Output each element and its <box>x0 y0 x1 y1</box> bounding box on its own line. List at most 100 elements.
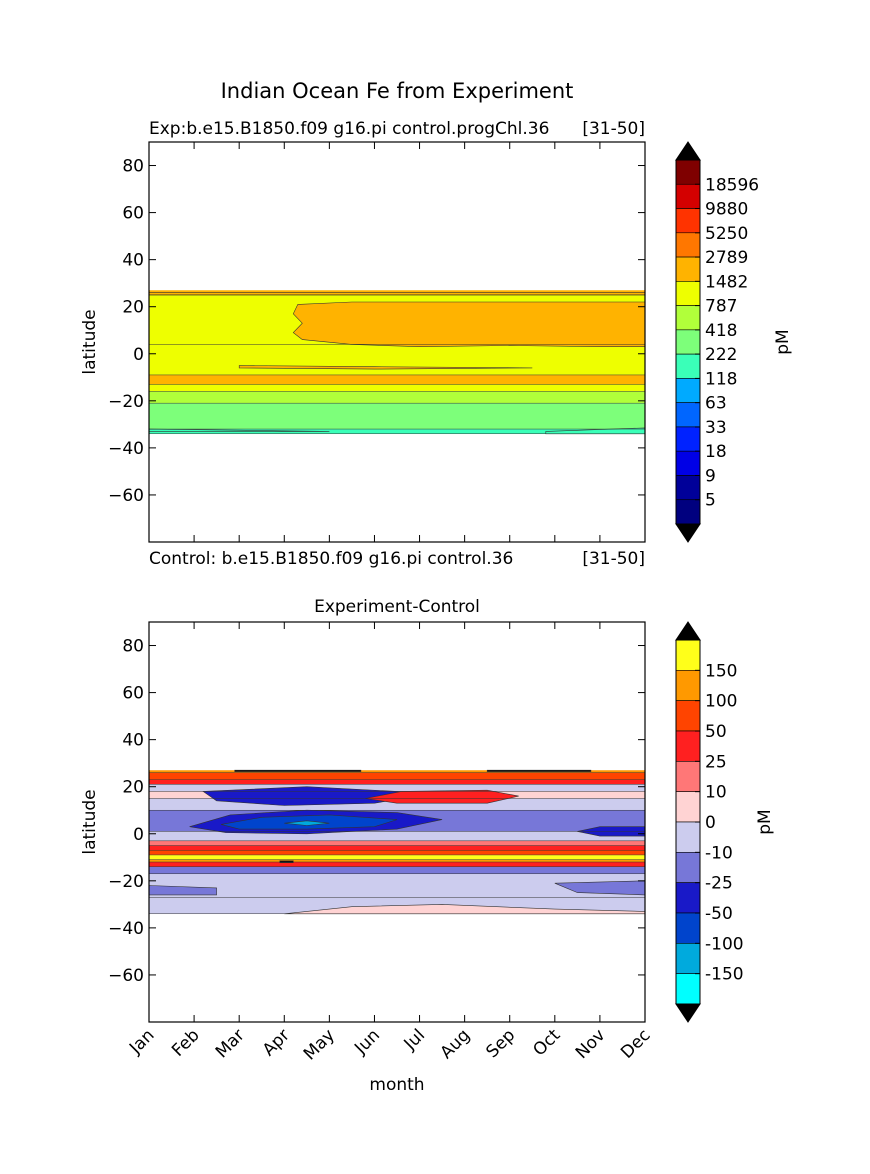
bottom-ylabel: latitude <box>80 789 100 854</box>
top-colorbar-swatch-0 <box>675 159 701 185</box>
top-colorbar-swatch-8 <box>675 353 701 379</box>
top-colorbar-tick-label-1: 9880 <box>705 200 748 220</box>
top-band-3 <box>149 374 645 385</box>
bottom-xtick-label-2: Mar <box>212 1025 249 1062</box>
top-colorbar-tick-label-11: 18 <box>705 442 727 462</box>
bottom-colorbar-swatch-3 <box>675 730 701 762</box>
bottom-xtick-label-0: Jan <box>125 1025 158 1058</box>
bottom-ytick-label-2: 40 <box>122 731 144 751</box>
bottom-band-10 <box>149 850 645 855</box>
top-colorbar-tick-label-3: 2789 <box>705 248 748 268</box>
top-colorbar-swatch-1 <box>675 183 701 209</box>
bottom-xtick-label-11: Dec <box>617 1025 654 1062</box>
top-ytick-label-7: −60 <box>108 486 144 506</box>
top-colorbar-swatch-3 <box>675 232 701 258</box>
top-ytick-label-3: 20 <box>122 298 144 318</box>
bottom-xlabel: month <box>369 1075 424 1095</box>
bottom-colorbar-extend-top <box>675 621 701 641</box>
top-colorbar-tick-label-7: 222 <box>705 345 737 365</box>
top-colorbar-tick-label-2: 5250 <box>705 224 748 244</box>
top-axes-frame <box>148 141 646 543</box>
bottom-contour-region-8 <box>284 904 645 915</box>
top-band-6 <box>149 403 645 430</box>
top-colorbar-swatch-14 <box>675 499 701 525</box>
bottom-colorbar-tick-label-5: 0 <box>705 813 716 833</box>
top-subtitle-left: Exp:b.e15.B1850.f09 g16.pi control.progC… <box>149 119 549 139</box>
top-subtitle-right: [31-50] <box>582 119 645 139</box>
top-ytick-label-2: 40 <box>122 251 144 271</box>
top-colorbar-extend-top <box>675 141 701 161</box>
bottom-xtick-label-4: May <box>300 1025 339 1064</box>
top-ytick-label-5: −20 <box>108 392 144 412</box>
bottom-colorbar-tick-label-8: -50 <box>705 904 733 924</box>
bottom-band-9 <box>149 845 645 851</box>
top-colorbar-swatch-7 <box>675 329 701 355</box>
bottom-axes-frame <box>148 621 646 1023</box>
top-colorbar-swatch-13 <box>675 475 701 501</box>
bottom-ytick-label-4: 0 <box>133 825 144 845</box>
bottom-ytick-label-3: 20 <box>122 778 144 798</box>
top-footer-left: Control: b.e15.B1850.f09 g16.pi control.… <box>149 549 513 569</box>
top-colorbar-extend-bottom <box>675 523 701 543</box>
top-colorbar-tick-label-4: 1482 <box>705 272 748 292</box>
bottom-band-12 <box>149 859 645 862</box>
bottom-band-3 <box>149 784 645 792</box>
bottom-band-13 <box>149 862 645 867</box>
bottom-colorbar-tick-label-4: 10 <box>705 783 727 803</box>
bottom-colorbar-swatch-8 <box>675 882 701 914</box>
bottom-colorbar-swatch-11 <box>675 973 701 1005</box>
bottom-colorbar-extend-bottom <box>675 1003 701 1023</box>
bottom-band-14 <box>149 866 645 874</box>
top-colorbar-tick-label-5: 787 <box>705 297 737 317</box>
top-contour-region-2 <box>238 365 533 370</box>
bottom-band-0 <box>149 770 645 773</box>
bottom-xtick-label-8: Sep <box>482 1025 519 1062</box>
bottom-colorbar-swatch-2 <box>675 700 701 732</box>
bottom-contour-region-10 <box>486 769 592 772</box>
bottom-ytick-label-7: −60 <box>108 966 144 986</box>
bottom-band-7 <box>149 831 645 841</box>
bottom-colorbar-swatch-5 <box>675 791 701 823</box>
bottom-colorbar-label: pM <box>755 809 775 834</box>
bottom-colorbar-swatch-9 <box>675 912 701 944</box>
bottom-colorbar-swatch-6 <box>675 821 701 853</box>
bottom-colorbar-swatch-4 <box>675 761 701 792</box>
top-contour-region-1 <box>149 292 645 296</box>
bottom-band-15 <box>149 873 645 898</box>
bottom-xtick-label-1: Feb <box>168 1025 203 1060</box>
top-colorbar-label: pM <box>773 329 793 354</box>
bottom-colorbar-swatch-7 <box>675 852 701 883</box>
top-colorbar-frame <box>675 159 701 525</box>
top-band-7 <box>149 429 645 434</box>
top-ytick-label-4: 0 <box>133 345 144 365</box>
bottom-band-11 <box>149 854 645 860</box>
bottom-contour-region-4 <box>284 820 330 826</box>
bottom-colorbar-tick-label-3: 25 <box>705 752 727 772</box>
bottom-band-1 <box>149 772 645 780</box>
figure-title: Indian Ocean Fe from Experiment <box>221 79 574 103</box>
top-colorbar-swatch-5 <box>675 281 701 306</box>
top-band-4 <box>149 384 645 392</box>
top-colorbar-tick-label-12: 9 <box>705 466 716 486</box>
bottom-ytick-label-5: −20 <box>108 872 144 892</box>
bottom-colorbar-tick-label-1: 100 <box>705 692 737 712</box>
bottom-colorbar-tick-label-7: -25 <box>705 874 733 894</box>
top-colorbar-swatch-10 <box>675 402 701 428</box>
bottom-band-8 <box>149 840 645 846</box>
bottom-xtick-label-5: Jun <box>350 1025 384 1059</box>
top-plot-area <box>149 290 645 435</box>
top-band-2 <box>149 344 645 375</box>
bottom-title: Experiment-Control <box>314 597 480 617</box>
bottom-xtick-label-9: Oct <box>529 1025 564 1060</box>
top-contour-region-3 <box>149 428 330 432</box>
top-colorbar-tick-label-6: 418 <box>705 321 737 341</box>
bottom-band-2 <box>149 779 645 785</box>
bottom-plot-area <box>149 769 645 915</box>
bottom-colorbar-swatch-1 <box>675 670 701 701</box>
bottom-ytick-label-6: −40 <box>108 919 144 939</box>
top-contour-region-0 <box>292 301 645 348</box>
top-band-5 <box>149 391 645 404</box>
top-ytick-label-6: −40 <box>108 439 144 459</box>
top-footer-right: [31-50] <box>582 549 645 569</box>
bottom-contour-region-7 <box>554 880 645 896</box>
